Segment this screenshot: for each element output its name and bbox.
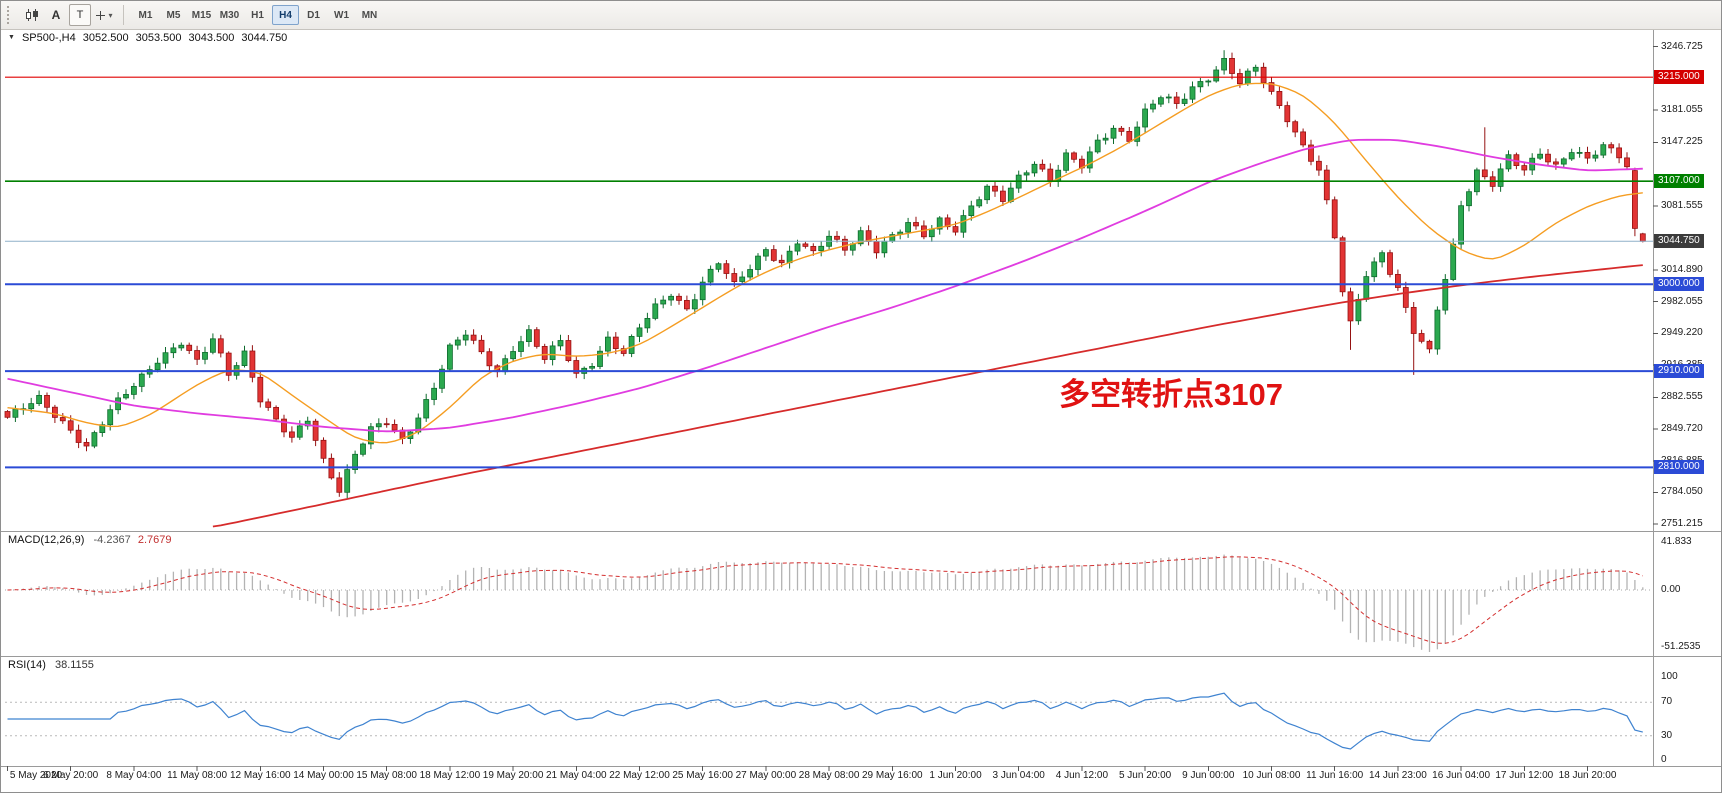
time-label: 22 May 12:00 [609, 770, 670, 781]
toolbar: A T ▾ M1 M5 M15 M30 H1 H4 D1 W1 MN [1, 1, 1721, 30]
time-label: 16 Jun 04:00 [1432, 770, 1490, 781]
y-axis-tick: 2751.215 [1661, 518, 1703, 530]
level-price-tag: 3107.000 [1654, 174, 1704, 189]
chevron-down-icon: ▾ [108, 10, 113, 20]
toolbar-grip[interactable] [7, 6, 14, 24]
time-label: 12 May 16:00 [229, 770, 291, 781]
time-label: 8 May 04:00 [106, 770, 162, 781]
time-label: 11 Jun 16:00 [1306, 770, 1364, 781]
low-value: 3043.500 [188, 32, 235, 44]
macd-axis-label: 41.833 [1661, 536, 1692, 547]
macd-name: MACD(12,26,9) [8, 534, 85, 546]
rsi-name: RSI(14) [8, 659, 46, 671]
time-label: 14 May 00:00 [293, 770, 354, 781]
chart-menu-triangle-icon[interactable]: ▼ [8, 34, 15, 41]
level-price-tag: 3000.000 [1654, 277, 1704, 292]
time-label: 11 May 08:00 [167, 770, 228, 781]
rsi-line [7, 692, 1643, 750]
time-label: 4 Jun 12:00 [1055, 770, 1109, 781]
rsi-axis-label: 30 [1661, 730, 1673, 741]
high-value: 3053.500 [135, 32, 182, 44]
y-axis-tick: 2784.050 [1661, 486, 1703, 498]
chart-annotation-text[interactable]: 多空转折点3107 [1059, 377, 1283, 412]
chart-type-button[interactable] [21, 4, 43, 26]
macd-axis-label: -51.2535 [1661, 641, 1701, 652]
timeframe-mn-button[interactable]: MN [356, 5, 383, 25]
level-price-tag: 2810.000 [1654, 460, 1704, 475]
macd-panel [5, 554, 1653, 652]
time-label: 14 Jun 23:00 [1368, 770, 1427, 781]
ma-mid-magenta [7, 138, 1643, 433]
timeframe-m30-button[interactable]: M30 [216, 5, 243, 25]
y-axis-tick: 3081.555 [1661, 199, 1703, 211]
time-label: 29 May 16:00 [861, 770, 923, 781]
time-label: 19 May 20:00 [482, 770, 544, 781]
rsi-value: 38.1155 [54, 659, 94, 671]
timeframe-m1-button[interactable]: M1 [132, 5, 159, 25]
cursor-tool-button[interactable]: ▾ [93, 4, 115, 26]
current-price-tag: 3044.750 [1654, 234, 1704, 249]
y-axis-tick: 3147.225 [1661, 136, 1703, 148]
y-axis-tick: 3246.725 [1661, 40, 1703, 52]
level-price-tag: 2910.000 [1654, 364, 1704, 379]
rsi-axis-label: 100 [1661, 671, 1678, 682]
close-value: 3044.750 [241, 32, 288, 44]
y-axis-tick: 3181.055 [1661, 103, 1703, 115]
time-label: 1 Jun 20:00 [929, 770, 982, 781]
macd-signal-value: 2.7679 [137, 534, 172, 546]
timeframe-d1-button[interactable]: D1 [300, 5, 327, 25]
rsi-axis-label: 0 [1661, 754, 1667, 765]
crosshair-icon [96, 10, 106, 20]
open-value: 3052.500 [82, 32, 129, 44]
time-label: 5 May 2020 [9, 770, 63, 781]
time-label: 9 Jun 00:00 [1182, 770, 1235, 781]
time-label: 28 May 08:00 [798, 770, 860, 781]
time-label: 3 Jun 04:00 [992, 770, 1045, 781]
y-axis-tick: 2882.555 [1661, 391, 1703, 403]
timeframe-group: M1 M5 M15 M30 H1 H4 D1 W1 MN [132, 5, 383, 25]
macd-label: MACD(12,26,9) -4.2367 2.7679 [8, 534, 172, 546]
rsi-label: RSI(14) 38.1155 [8, 659, 94, 671]
y-axis-tick: 2982.055 [1661, 295, 1703, 307]
timeframe-m5-button[interactable]: M5 [160, 5, 187, 25]
time-label: 17 Jun 12:00 [1495, 770, 1554, 781]
timeframe-w1-button[interactable]: W1 [328, 5, 355, 25]
time-label: 25 May 16:00 [672, 770, 733, 781]
y-axis-tick: 3014.890 [1661, 263, 1703, 275]
toolbar-separator [123, 5, 124, 25]
time-label: 27 May 00:00 [735, 770, 797, 781]
ma-fast-orange [7, 82, 1643, 444]
time-label: 18 Jun 20:00 [1558, 770, 1617, 781]
macd-main-value: -4.2367 [93, 534, 131, 546]
symbol-timeframe-label: SP500-,H4 [21, 32, 76, 44]
time-label: 6 May 20:00 [43, 770, 99, 781]
y-axis-tick: 2816.885 [1661, 455, 1703, 466]
y-axis-tick: 2949.220 [1661, 327, 1703, 339]
time-label: 21 May 04:00 [545, 770, 607, 781]
time-label: 10 Jun 08:00 [1242, 770, 1301, 781]
timeframe-h1-button[interactable]: H1 [244, 5, 271, 25]
timeframe-m15-button[interactable]: M15 [188, 5, 215, 25]
time-label: 18 May 12:00 [419, 770, 481, 781]
macd-axis-label: 0.00 [1661, 584, 1681, 595]
time-label: 5 Jun 20:00 [1118, 770, 1172, 781]
timeframe-h4-button[interactable]: H4 [272, 5, 299, 25]
level-price-tag: 3215.000 [1654, 70, 1704, 85]
y-axis-tick: 2849.720 [1661, 423, 1703, 435]
annotate-a-button[interactable]: A [45, 4, 67, 26]
ma-slow-red [212, 264, 1643, 528]
candlestick-icon [26, 9, 38, 21]
text-tool-button[interactable]: T [69, 4, 91, 26]
time-label: 15 May 08:00 [356, 770, 417, 781]
macd-signal-line [7, 556, 1643, 644]
chart-quote-header: ▼ SP500-,H4 3052.500 3053.500 3043.500 3044.7… [8, 32, 294, 44]
rsi-axis-label: 70 [1661, 696, 1673, 707]
candles [4, 50, 1646, 499]
